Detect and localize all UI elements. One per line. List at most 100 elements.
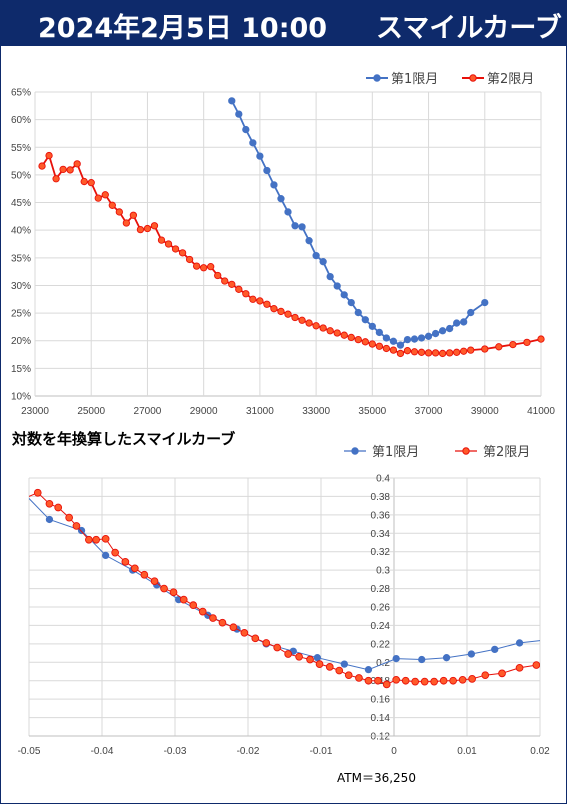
data-point [305, 237, 313, 245]
data-point [312, 251, 320, 260]
data-point [424, 332, 433, 340]
data-point [396, 341, 405, 349]
x-tick-label: -0.04 [91, 746, 114, 757]
y-tick-label: 0.22 [371, 639, 391, 650]
y-tick-label: 25% [11, 309, 31, 320]
x-tick-label: 37000 [415, 406, 443, 417]
data-point [368, 340, 376, 348]
data-point [458, 675, 467, 684]
data-point [298, 223, 306, 231]
data-point [364, 666, 373, 674]
data-point [491, 645, 499, 654]
y-tick-label: 0.28 [371, 584, 391, 595]
data-point [453, 319, 461, 327]
data-point [411, 677, 420, 686]
data-point [439, 676, 448, 685]
data-point [445, 324, 454, 333]
data-point [94, 194, 102, 202]
data-point [326, 327, 334, 335]
data-point [438, 349, 447, 358]
x-tick-label: 0 [391, 746, 397, 757]
data-point [136, 225, 145, 234]
data-point [467, 346, 475, 354]
series-line-1 [29, 497, 540, 671]
data-point [101, 191, 109, 199]
data-point [325, 663, 334, 671]
data-point [347, 298, 355, 307]
data-point [291, 222, 299, 230]
data-point [355, 674, 363, 682]
data-point [131, 564, 139, 573]
data-point [449, 676, 457, 685]
data-point [431, 349, 440, 357]
x-tick-label: 27000 [134, 406, 162, 417]
data-point [389, 346, 398, 354]
data-point [481, 298, 489, 307]
data-point [515, 663, 524, 672]
atm-annotation: ATM＝36,250 [337, 771, 416, 785]
data-point [54, 503, 63, 512]
data-point [262, 639, 271, 647]
data-point [354, 308, 362, 317]
data-point [102, 551, 110, 560]
data-point [382, 680, 391, 689]
data-point [305, 319, 313, 327]
y-tick-label: 15% [11, 364, 31, 375]
legend-label: 第1限月 [391, 72, 438, 87]
data-point [340, 660, 349, 668]
data-point [453, 348, 461, 356]
data-point [200, 264, 208, 272]
data-point [150, 577, 159, 586]
smile-curve-chart: 10% 15% 20% 25% 30% 35% 40% 45% 50% 55% 60% 65% 2300… [11, 72, 555, 417]
y-tick-label: 30% [11, 281, 31, 292]
y-tick-label: 0.36 [371, 510, 391, 521]
data-point [284, 208, 292, 216]
y-tick-label: 60% [11, 115, 31, 126]
legend-swatch-marker [469, 74, 477, 82]
data-point [33, 488, 42, 497]
data-point [403, 335, 412, 344]
data-point [228, 97, 236, 105]
data-point [382, 344, 391, 353]
data-point [143, 224, 152, 233]
data-point [445, 349, 454, 357]
data-point [340, 291, 348, 299]
data-point [319, 324, 327, 332]
data-point [495, 343, 503, 351]
data-point [424, 349, 433, 357]
data-point [122, 219, 131, 227]
data-point [361, 338, 369, 346]
data-point [249, 139, 257, 147]
data-point [209, 614, 217, 622]
data-point [347, 333, 355, 342]
data-point [313, 654, 321, 662]
x-tick-label: -0.03 [164, 746, 187, 757]
y-tick-label: 0.16 [371, 695, 391, 706]
legend-swatch-marker [351, 447, 359, 455]
data-point [284, 310, 292, 318]
data-point [354, 335, 362, 344]
data-point [392, 654, 400, 663]
data-point [242, 125, 250, 134]
x-tick-label: 41000 [527, 406, 555, 417]
y-tick-label: 0.38 [371, 492, 391, 503]
y-tick-label: 0.34 [371, 529, 391, 540]
data-point [481, 671, 490, 680]
data-point [375, 328, 384, 337]
legend-swatch-marker [373, 74, 381, 82]
data-point [295, 652, 303, 661]
y-tick-label: 0.3 [376, 566, 390, 577]
data-point [333, 329, 341, 337]
data-point [240, 628, 249, 637]
data-point [179, 595, 188, 604]
data-point [129, 211, 138, 219]
data-point [242, 290, 250, 298]
data-point [306, 655, 314, 664]
data-point [92, 535, 101, 544]
x-tick-label: 35000 [358, 406, 386, 417]
data-point [460, 347, 468, 355]
y-tick-label: 0.26 [371, 603, 391, 614]
y-tick-label: 50% [11, 170, 31, 181]
data-point [214, 271, 222, 280]
data-point [333, 282, 341, 290]
